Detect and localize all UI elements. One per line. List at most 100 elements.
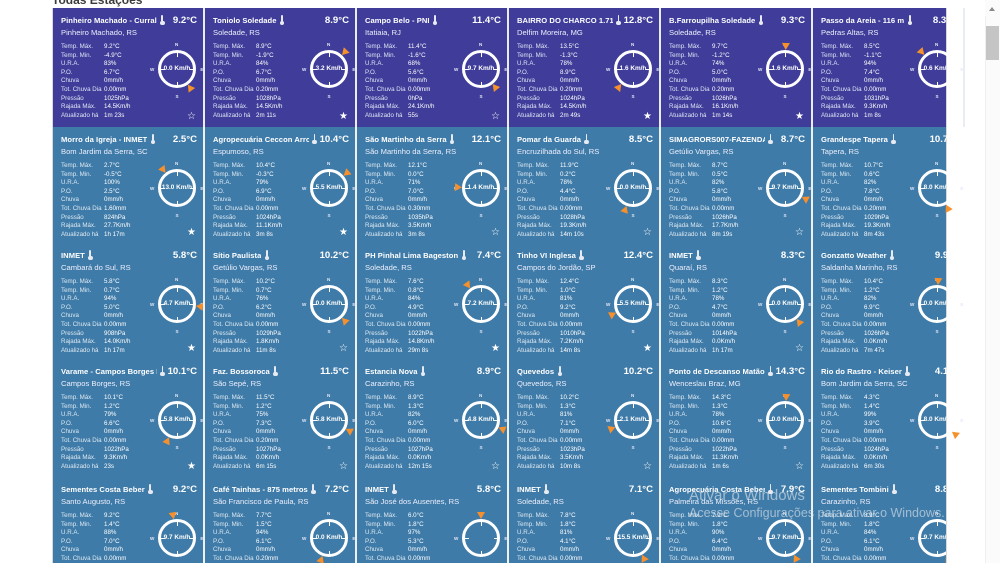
scroll-up-arrow-icon[interactable]: [985, 0, 1000, 16]
station-card[interactable]: Grandespe Tapera 10.7°C Tapera, RS Temp. Má…: [813, 127, 965, 243]
wind-compass: N S W E 0.0 Km/h: [605, 160, 659, 220]
stat-value: 1h 17m: [104, 230, 125, 238]
favorite-star-filled-icon[interactable]: ★: [339, 111, 348, 122]
wind-speed-value: 2.1 Km/h: [619, 416, 647, 423]
station-card[interactable]: Estancia Nova 8.9°C Carazinho, RS Temp. Máx…: [357, 359, 509, 477]
station-card[interactable]: INMET 7.1°C Soledade, RS Temp. Máx. 7.8°C Tem…: [509, 477, 661, 563]
favorite-star-empty-icon[interactable]: ☆: [491, 461, 500, 472]
station-card[interactable]: Varame - Campos Borges R 10.1°C Campos Bor…: [53, 359, 205, 477]
station-card[interactable]: Gonzatto Weather 9.9°C Saldanha Marinho, R…: [813, 243, 965, 359]
compass-label-west: W: [606, 418, 611, 423]
station-card-body: Temp. Máx. 2.7°C Temp. Min. -0.5°C U.R.A. 100…: [61, 161, 203, 239]
stat-value: 0.00mm: [712, 436, 735, 444]
stat-rajada: Rajada Máx. 19.3Km/h: [821, 222, 907, 231]
stat-value: 2m 49s: [560, 111, 581, 119]
station-card[interactable]: B.Farroupilha Soledade 9.3°C Soledade, RS T…: [661, 8, 813, 127]
stat-label: Chuva: [821, 312, 839, 320]
favorite-star-empty-icon[interactable]: ☆: [339, 343, 348, 354]
station-card[interactable]: Café Tainhas - 875 metros 7.2°C São Franci…: [205, 477, 357, 563]
wind-speed-value: 1.6 Km/h: [771, 65, 799, 72]
vertical-scrollbar-thumb[interactable]: [986, 26, 999, 60]
stat-label: Chuva: [213, 77, 231, 85]
stat-label: Chuva: [821, 428, 839, 436]
stat-label: U.R.A.: [517, 411, 536, 419]
favorite-star-empty-icon[interactable]: ☆: [643, 227, 652, 238]
compass-label-south: S: [479, 445, 483, 450]
station-card[interactable]: Morro da Igreja - INMET 2.5°C Bom Jardim d…: [53, 127, 205, 243]
station-card[interactable]: Ponto de Descanso Matão - 14.3°C Wenceslau…: [661, 359, 813, 477]
favorite-star-empty-icon[interactable]: ☆: [795, 461, 804, 472]
stat-rajada: Rajada Máx. 14.5Km/h: [213, 103, 299, 112]
favorite-star-empty-icon[interactable]: ☆: [949, 227, 958, 238]
favorite-star-empty-icon[interactable]: ☆: [187, 111, 196, 122]
station-card[interactable]: São Martinho da Serra 12.1°C São Martinho …: [357, 127, 509, 243]
compass-label-north: N: [479, 393, 483, 398]
thermometer-icon: [159, 366, 166, 377]
station-card[interactable]: Agropecuária Ceccon Arroi 10.4°C Espumoso,…: [205, 127, 357, 243]
stat-chuva: Chuva 0mm/h: [61, 77, 147, 86]
station-card[interactable]: Campo Belo - PNI 11.4°C Itatiaia, RJ Temp. …: [357, 8, 509, 127]
favorite-star-empty-icon[interactable]: ☆: [949, 461, 958, 472]
station-card[interactable]: PH Pinhal Lima Bageston 7.4°C Soledade, RS…: [357, 243, 509, 359]
compass-label-north: N: [175, 511, 179, 516]
stat-value: 824hPa: [104, 213, 126, 221]
stat-ura: U.R.A. 82%: [669, 179, 755, 188]
stat-rajada: Rajada Máx. 0.0Km/h: [821, 338, 907, 347]
compass-label-south: S: [631, 445, 635, 450]
favorite-star-filled-icon[interactable]: ★: [643, 111, 652, 122]
favorite-star-empty-icon[interactable]: ☆: [795, 343, 804, 354]
station-card[interactable]: BAIRRO DO CHARCO 1.71 12.8°C Delfim Moreir…: [509, 8, 661, 127]
compass-label-north: N: [935, 393, 939, 398]
station-card[interactable]: Sementes Costa Beber 9.2°C Santo Augusto, …: [53, 477, 205, 563]
stat-value: 0hPa: [408, 94, 423, 102]
favorite-star-empty-icon[interactable]: ☆: [795, 227, 804, 238]
favorite-star-empty-icon[interactable]: ☆: [947, 111, 956, 122]
favorite-star-empty-icon[interactable]: ☆: [491, 111, 500, 122]
compass-label-south: S: [783, 445, 787, 450]
station-card[interactable]: Agropecuária Costa Beber 7.9°C Palmeira da…: [661, 477, 813, 563]
favorite-star-filled-icon[interactable]: ★: [643, 343, 652, 354]
compass-label-south: S: [935, 445, 939, 450]
station-card[interactable]: Rio do Rastro - Keiser 4.1°C Bom Jardim da…: [813, 359, 965, 477]
station-card[interactable]: Pomar da Guarda 8.5°C Encruzilhada do Sul,…: [509, 127, 661, 243]
station-card[interactable]: Passo da Areia - 116 m 8.3°C Pedras Altas,…: [813, 8, 965, 127]
station-card[interactable]: Sementes Tombini 8.8°C Carazinho, RS Temp. …: [813, 477, 946, 563]
favorite-star-empty-icon[interactable]: ☆: [949, 343, 958, 354]
station-card[interactable]: INMET 5.8°C Cambará do Sul, RS Temp. Máx. 5.…: [53, 243, 205, 359]
compass-label-west: W: [150, 302, 155, 307]
stat-label: Temp. Máx.: [213, 394, 245, 401]
station-card-body: Temp. Máx. 7.7°C Temp. Min. 1.5°C U.R.A. 94% P…: [213, 511, 355, 563]
favorite-star-empty-icon[interactable]: ☆: [643, 461, 652, 472]
favorite-star-filled-icon[interactable]: ★: [795, 111, 804, 122]
station-card[interactable]: SIMAGRORS007-FAZENDA 8.7°C Getúlio Vargas,…: [661, 127, 813, 243]
favorite-star-filled-icon[interactable]: ★: [491, 343, 500, 354]
station-card[interactable]: Quevedos 10.2°C Quevedos, RS Temp. Máx. 10.2…: [509, 359, 661, 477]
wind-speed-value: 0.0 Km/h: [771, 416, 799, 423]
stat-po: P.O. 9.2°C: [517, 304, 603, 313]
stat-tmax: Temp. Máx. 8.9°C: [821, 512, 907, 521]
stat-value: -1.3°C: [560, 51, 578, 59]
favorite-star-empty-icon[interactable]: ☆: [491, 227, 500, 238]
station-card[interactable]: Faz. Bossoroca 11.5°C São Sepé, RS Temp. Má…: [205, 359, 357, 477]
stat-value: 0mm/h: [256, 428, 275, 436]
stat-label: Chuva: [669, 77, 687, 85]
favorite-star-filled-icon[interactable]: ★: [187, 461, 196, 472]
wind-speed-value: 3.2 Km/h: [315, 65, 343, 72]
station-temperature: 12.4°C: [623, 250, 653, 261]
station-card[interactable]: INMET 5.8°C São José dos Ausentes, RS Temp.…: [357, 477, 509, 563]
favorite-star-filled-icon[interactable]: ★: [187, 227, 196, 238]
station-card[interactable]: INMET 8.3°C Quaraí, RS Temp. Máx. 8.3°C Temp.…: [661, 243, 813, 359]
station-card-header: INMET 7.1°C: [517, 484, 653, 495]
favorite-star-filled-icon[interactable]: ★: [339, 227, 348, 238]
stat-value: 1029hPa: [256, 329, 281, 337]
station-card[interactable]: Toniolo Soledade 8.9°C Soledade, RS Temp. M…: [205, 8, 357, 127]
favorite-star-empty-icon[interactable]: ☆: [339, 461, 348, 472]
station-card[interactable]: Tinho VI Inglesa 12.4°C Campos do Jordão, …: [509, 243, 661, 359]
vertical-scrollbar-track[interactable]: [985, 0, 1000, 563]
stat-label: Temp. Min.: [61, 286, 92, 294]
favorite-star-filled-icon[interactable]: ★: [187, 343, 196, 354]
station-card[interactable]: Pinheiro Machado - Curral 9.2°C Pinheiro M…: [53, 8, 205, 127]
station-card[interactable]: Sítio Paulista 10.2°C Getúlio Vargas, RS Te…: [205, 243, 357, 359]
stat-value: 0.00mm: [712, 554, 735, 562]
